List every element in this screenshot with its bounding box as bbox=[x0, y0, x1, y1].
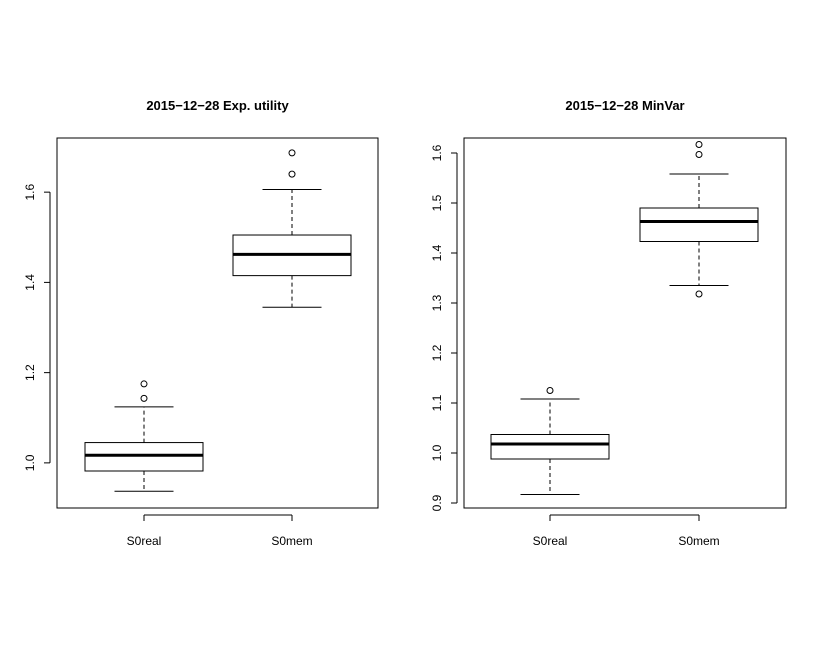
y-tick-label: 1.0 bbox=[23, 454, 37, 471]
y-tick-label: 1.0 bbox=[430, 444, 444, 461]
outlier-point bbox=[288, 149, 296, 157]
iqr-box bbox=[84, 442, 204, 472]
outlier-point bbox=[288, 170, 296, 178]
boxplot-s0mem bbox=[639, 141, 759, 298]
plot-frame bbox=[56, 137, 379, 509]
iqr-box bbox=[490, 434, 610, 460]
outlier-point bbox=[140, 380, 148, 388]
y-tick-label: 0.9 bbox=[430, 494, 444, 511]
boxplot-s0mem bbox=[232, 149, 352, 308]
y-tick-label: 1.2 bbox=[23, 364, 37, 381]
boxplot-s0real bbox=[84, 380, 204, 492]
iqr-box bbox=[639, 207, 759, 242]
x-tick-label: S0mem bbox=[271, 534, 312, 548]
y-tick-label: 1.2 bbox=[430, 344, 444, 361]
y-tick-label: 1.5 bbox=[430, 194, 444, 211]
chart-title: 2015−12−28 MinVar bbox=[565, 98, 684, 113]
boxplot-s0real bbox=[490, 387, 610, 495]
outlier-point bbox=[695, 290, 703, 298]
outlier-point bbox=[695, 151, 703, 158]
y-tick-label: 1.3 bbox=[430, 294, 444, 311]
plot-frame bbox=[463, 137, 787, 509]
y-tick-label: 1.6 bbox=[23, 183, 37, 200]
x-tick-label: S0real bbox=[127, 534, 162, 548]
outlier-point bbox=[695, 141, 703, 148]
y-tick-label: 1.4 bbox=[23, 274, 37, 291]
y-tick-label: 1.6 bbox=[430, 144, 444, 161]
outlier-point bbox=[546, 387, 554, 394]
x-tick-label: S0real bbox=[533, 534, 568, 548]
chart-title: 2015−12−28 Exp. utility bbox=[146, 98, 289, 113]
chart-panel-2: 2015−12−28 MinVar 0.9 1.0 1.1 1.2 1.3 1.4 1.5 1.… bbox=[430, 98, 787, 548]
y-tick-label: 1.4 bbox=[430, 244, 444, 261]
x-tick-label: S0mem bbox=[678, 534, 719, 548]
outlier-point bbox=[140, 394, 148, 402]
y-tick-label: 1.1 bbox=[430, 394, 444, 411]
chart-panel-1: 2015−12−28 Exp. utility 1.0 1.2 1.4 1.6 S0rea… bbox=[23, 98, 379, 548]
